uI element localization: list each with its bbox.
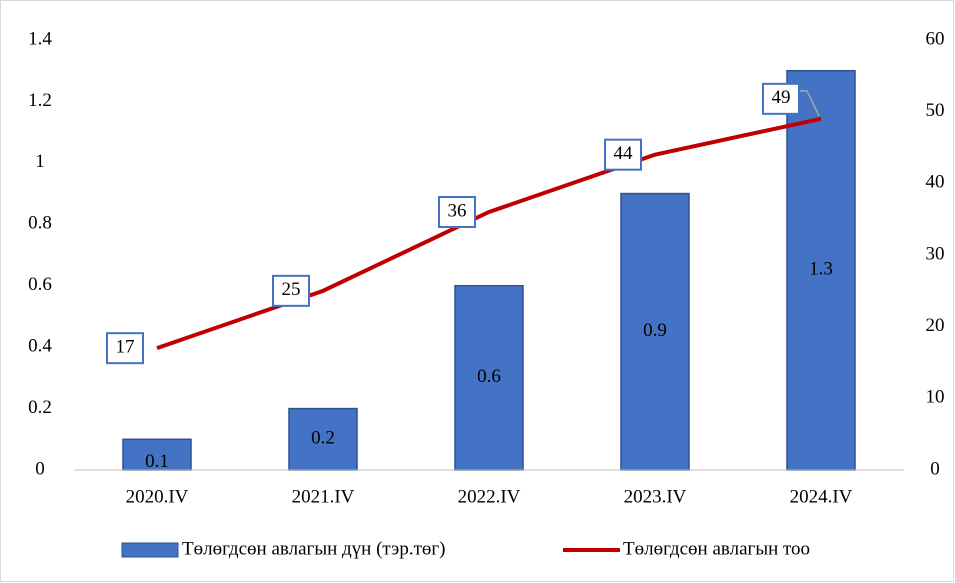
bar-label: 0.9 bbox=[643, 320, 667, 341]
line-label: 17 bbox=[116, 337, 135, 358]
x-tick-label: 2022.IV bbox=[458, 486, 521, 507]
label-box bbox=[762, 82, 800, 115]
bar-label: 0.6 bbox=[477, 366, 501, 387]
y-tick-label: 0.6 bbox=[28, 274, 52, 295]
x-tick-label: 2023.IV bbox=[624, 486, 687, 507]
y2-tick-label: 0 bbox=[930, 458, 940, 479]
y-tick-label: 0.4 bbox=[28, 336, 52, 357]
y-tick-label: 1.4 bbox=[28, 28, 52, 49]
bar bbox=[454, 284, 524, 471]
x-tick-label: 2021.IV bbox=[292, 486, 355, 507]
y-tick-label: 0.2 bbox=[28, 397, 52, 418]
bar-label: 1.3 bbox=[809, 259, 833, 280]
line-label: 25 bbox=[282, 279, 301, 300]
label-box bbox=[272, 274, 310, 307]
leader-line bbox=[799, 90, 820, 117]
legend-swatch bbox=[121, 542, 179, 558]
y-tick-label: 1.2 bbox=[28, 90, 52, 111]
y2-tick-label: 20 bbox=[926, 315, 945, 336]
bar bbox=[786, 69, 856, 471]
y-tick-label: 0.8 bbox=[28, 213, 52, 234]
x-tick-label: 2024.IV bbox=[790, 486, 853, 507]
y2-tick-label: 60 bbox=[926, 28, 945, 49]
legend-label: Төлөгдсөн авлагын дүн (тэр.төг) bbox=[182, 538, 446, 559]
legend-label: Төлөгдсөн авлагын тоо bbox=[623, 538, 810, 559]
line-label: 36 bbox=[448, 200, 467, 221]
y2-tick-label: 30 bbox=[926, 243, 945, 264]
label-box bbox=[438, 196, 476, 228]
line-label: 49 bbox=[772, 87, 791, 108]
line-label: 44 bbox=[614, 143, 634, 164]
label-box bbox=[604, 138, 642, 171]
y-tick-label: 0 bbox=[35, 458, 45, 479]
y2-tick-label: 50 bbox=[926, 100, 945, 121]
bar bbox=[620, 192, 690, 471]
bar-label: 0.1 bbox=[145, 451, 169, 472]
line bbox=[156, 116, 822, 351]
x-tick-label: 2020.IV bbox=[126, 486, 189, 507]
y-tick-label: 1 bbox=[35, 151, 45, 172]
y2-tick-label: 40 bbox=[926, 172, 945, 193]
y2-tick-label: 10 bbox=[926, 387, 945, 408]
bar-label: 0.2 bbox=[311, 428, 335, 449]
label-box bbox=[106, 332, 144, 365]
